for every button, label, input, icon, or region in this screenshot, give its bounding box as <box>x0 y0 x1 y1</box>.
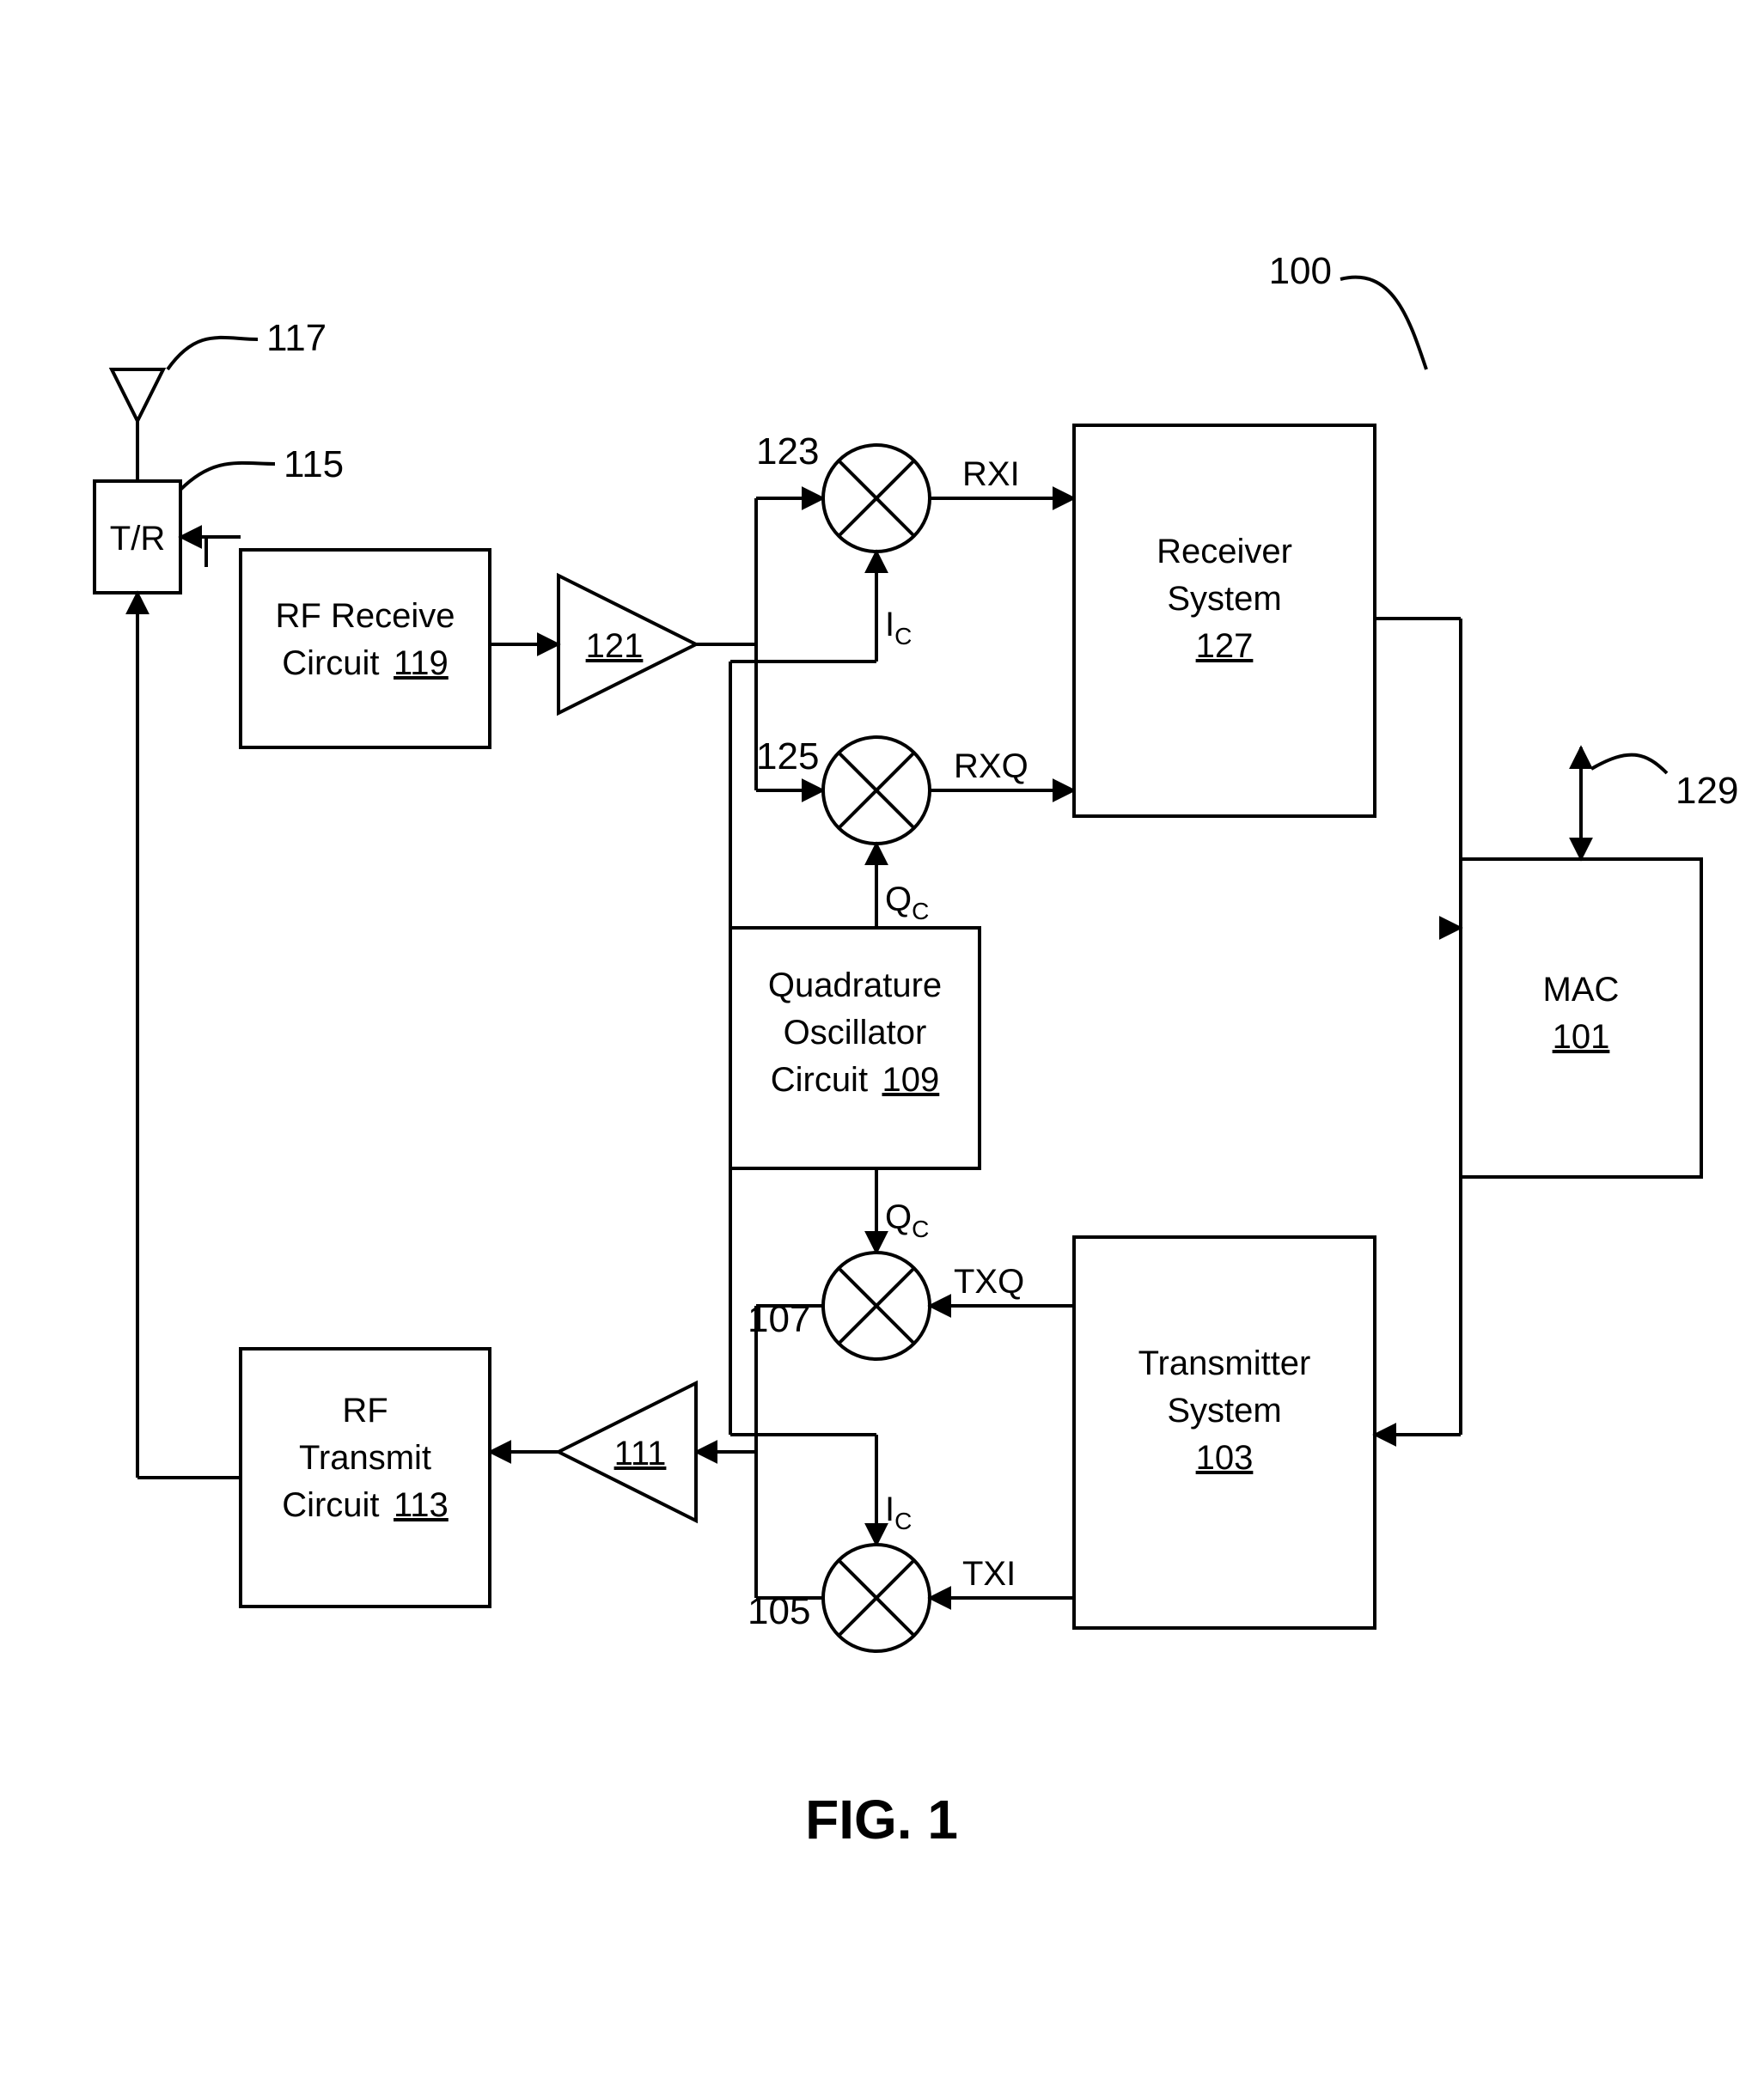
antenna-ref: 117 <box>168 317 327 369</box>
rx-to-mac <box>1375 619 1461 928</box>
ic-tx-label: I <box>885 1491 894 1528</box>
rf-transmit-line2: Transmit <box>299 1439 431 1477</box>
overall-ref-label: 100 <box>1269 250 1332 292</box>
lna-ref: 121 <box>586 627 644 665</box>
qc-rx-label: Q <box>885 881 912 918</box>
receiver-line2: System <box>1167 580 1281 618</box>
rx-mixer-i-ref: 123 <box>756 430 819 473</box>
qc-to-rx: QC <box>876 844 929 928</box>
quad-osc-block: Quadrature Oscillator Circuit 109 <box>730 928 980 1168</box>
qc-to-tx: QC <box>876 1168 929 1253</box>
rxq-label: RXQ <box>954 747 1028 785</box>
rf-receive-ref: 119 <box>394 644 449 682</box>
rf-receive-block: RF Receive Circuit 119 <box>241 550 490 747</box>
mac-block: MAC 101 <box>1461 859 1701 1177</box>
rx-mixer-i: 123 <box>756 430 930 552</box>
qc-tx-label: Q <box>885 1198 912 1236</box>
receiver-ref: 127 <box>1196 627 1254 665</box>
transmitter-line1: Transmitter <box>1138 1344 1311 1382</box>
antenna-ref-label: 117 <box>266 317 327 359</box>
tr-ref-label: 115 <box>284 443 344 485</box>
overall-ref: 100 <box>1269 250 1426 369</box>
pa-amplifier: 111 <box>558 1383 696 1521</box>
ic-rx-label: I <box>885 606 894 643</box>
mac-ref: 101 <box>1553 1018 1610 1056</box>
qc-rx-sub: C <box>912 898 929 924</box>
tr-switch: T/R <box>95 481 180 593</box>
svg-text:Circuit 109: Circuit 109 <box>771 1061 940 1099</box>
tr-label: T/R <box>110 520 165 558</box>
tx-combine <box>696 1306 823 1598</box>
lna-amplifier: 121 <box>558 576 696 713</box>
pa-ref: 111 <box>614 1435 667 1472</box>
mac-bus: 129 <box>1581 747 1738 859</box>
rf-transmit-line3: Circuit <box>282 1486 379 1524</box>
ic-tx-sub: C <box>894 1508 912 1534</box>
rf-transmit-block: RF Transmit Circuit 113 <box>241 1349 490 1607</box>
rf-receive-line2: Circuit <box>282 644 379 682</box>
quad-osc-line1: Quadrature <box>768 966 942 1004</box>
tr-ref: 115 <box>180 443 344 490</box>
mac-label: MAC <box>1543 971 1620 1009</box>
quad-osc-line2: Oscillator <box>784 1014 927 1052</box>
svg-text:Circuit 119: Circuit 119 <box>282 644 449 682</box>
qc-tx-sub: C <box>912 1216 929 1242</box>
mac-to-tx <box>1375 1108 1461 1435</box>
figure-caption: FIG. 1 <box>805 1789 958 1850</box>
receiver-block: Receiver System 127 <box>1074 425 1375 816</box>
rf-receive-line1: RF Receive <box>276 597 455 635</box>
txq-label: TXQ <box>954 1263 1024 1301</box>
rx-mixer-q-ref: 125 <box>756 735 819 777</box>
rftx-to-tr <box>137 593 241 1478</box>
quad-osc-ref: 109 <box>882 1061 940 1099</box>
svg-text:QC: QC <box>885 1198 929 1242</box>
svg-text:IC: IC <box>885 1491 912 1534</box>
transmitter-ref: 103 <box>1196 1439 1254 1477</box>
rf-transmit-line1: RF <box>342 1392 388 1430</box>
txi-label: TXI <box>962 1555 1016 1593</box>
svg-text:IC: IC <box>885 606 912 649</box>
ic-rx-sub: C <box>894 623 912 649</box>
mac-bus-ref: 129 <box>1675 770 1738 812</box>
antenna-icon <box>112 369 163 481</box>
rxi-label: RXI <box>962 455 1020 493</box>
svg-text:Circuit 113: Circuit 113 <box>282 1486 449 1524</box>
transmitter-block: Transmitter System 103 <box>1074 1237 1375 1628</box>
receiver-line1: Receiver <box>1157 533 1292 570</box>
quad-osc-line3: Circuit <box>771 1061 868 1099</box>
rf-transmit-ref: 113 <box>394 1486 449 1524</box>
transmitter-line2: System <box>1167 1392 1281 1430</box>
svg-text:QC: QC <box>885 881 929 924</box>
